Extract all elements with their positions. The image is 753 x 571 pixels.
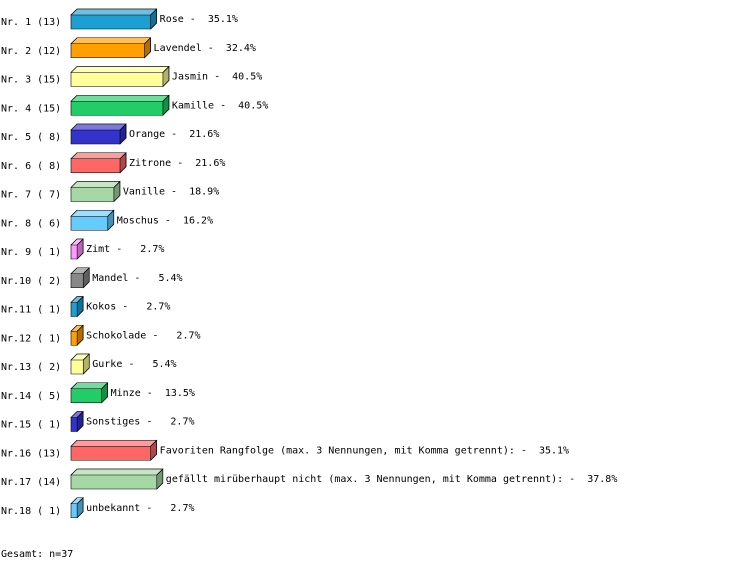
row-label: Nr. 4 (15) (1, 103, 61, 114)
bar-side (144, 37, 151, 59)
value-label: Lavendel - 32.4% (154, 43, 256, 54)
row-label: Nr.18 ( 1) (1, 506, 61, 517)
row-label: Nr.14 ( 5) (1, 391, 61, 402)
bar-side (76, 295, 84, 318)
bar-side (156, 468, 164, 490)
bar-side (76, 410, 84, 433)
bar-side (76, 324, 84, 346)
bar-edge (70, 152, 127, 160)
bar-side (113, 180, 121, 203)
bar-edge (70, 123, 127, 131)
value-label: gefällt mirüberhaupt nicht (max. 3 Nennu… (166, 474, 618, 485)
row-label: Nr. 7 ( 7) (1, 190, 61, 201)
bar-side (82, 353, 90, 375)
bar-side (150, 439, 157, 461)
bar-edge (70, 439, 158, 447)
bar-side (162, 94, 170, 116)
bar-side (119, 152, 127, 174)
value-label: Kokos - 2.7% (86, 302, 170, 313)
value-label: Schokolade - 2.7% (86, 330, 200, 341)
footer: Gesamt: n=37 (1, 549, 73, 560)
row-label: Nr.10 ( 2) (1, 276, 61, 287)
bar-edge (70, 37, 152, 45)
value-label: Zimt - 2.7% (86, 244, 164, 255)
bar-edge (70, 181, 121, 188)
value-label: Zitrone - 21.6% (129, 158, 225, 169)
value-label: Mandel - 5.4% (92, 273, 182, 284)
row-label: Nr. 6 ( 8) (1, 161, 61, 172)
value-label: Minze - 13.5% (111, 388, 195, 399)
bar-edge (70, 468, 164, 476)
bar-side (107, 209, 115, 231)
bar-side (82, 267, 90, 289)
bar-edge (70, 94, 170, 102)
value-label: unbekannt - 2.7% (86, 503, 194, 514)
bar-edge (70, 8, 158, 16)
row-label: Nr.17 (14) (1, 477, 61, 488)
value-label: Sonstiges - 2.7% (86, 417, 194, 428)
value-label: Rose - 35.1% (160, 14, 238, 25)
row-label: Nr.16 (13) (1, 448, 61, 459)
bar-side (150, 8, 157, 30)
bar-side (119, 123, 127, 145)
value-label: Gurke - 5.4% (92, 359, 176, 370)
value-label: Favoriten Rangfolge (max. 3 Nennungen, m… (160, 445, 569, 456)
value-label: Kamille - 40.5% (172, 100, 268, 111)
value-label: Vanille - 18.9% (123, 187, 219, 198)
bar-edge (70, 66, 170, 73)
value-label: Moschus - 16.2% (117, 215, 213, 226)
bar-edge (70, 209, 115, 217)
row-label: Nr.13 ( 2) (1, 362, 61, 373)
row-label: Nr.12 ( 1) (1, 333, 61, 344)
row-label: Nr. 8 ( 6) (1, 218, 61, 229)
bar-side (76, 238, 84, 260)
row-label: Nr. 1 (13) (1, 17, 61, 28)
value-label: Orange - 21.6% (129, 129, 219, 140)
row-label: Nr.11 ( 1) (1, 305, 61, 316)
value-label: Jasmin - 40.5% (172, 72, 262, 83)
row-label: Nr. 3 (15) (1, 75, 61, 86)
row-label: Nr. 5 ( 8) (1, 132, 61, 143)
row-label: Nr. 9 ( 1) (1, 247, 61, 258)
bar-side (162, 65, 170, 88)
row-label: Nr.15 ( 1) (1, 420, 61, 431)
bar-side (101, 382, 108, 404)
row-label: Nr. 2 (12) (1, 46, 61, 57)
bar-side (76, 497, 84, 519)
